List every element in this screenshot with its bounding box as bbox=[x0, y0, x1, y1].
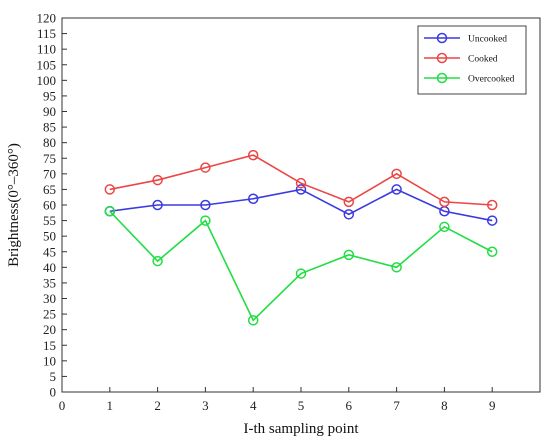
y-tick-label: 75 bbox=[43, 151, 56, 166]
series-line bbox=[109, 210, 493, 322]
series-layer bbox=[104, 149, 498, 326]
data-point bbox=[486, 199, 498, 211]
legend-marker bbox=[436, 52, 448, 64]
data-point bbox=[343, 249, 355, 261]
y-tick-label: 55 bbox=[43, 213, 56, 228]
series-overcooked bbox=[104, 205, 498, 326]
x-tick-label: 8 bbox=[441, 398, 448, 413]
y-tick-label: 100 bbox=[37, 73, 57, 88]
y-tick-label: 15 bbox=[43, 338, 56, 353]
series-line bbox=[109, 154, 493, 206]
legend-item-uncooked: Uncooked bbox=[424, 32, 507, 45]
y-tick-label: 25 bbox=[43, 307, 56, 322]
x-tick-label: 7 bbox=[393, 398, 400, 413]
y-tick-label: 85 bbox=[43, 120, 56, 135]
data-point bbox=[391, 168, 402, 180]
data-point bbox=[200, 199, 211, 211]
data-point bbox=[152, 255, 163, 267]
y-tick-label: 50 bbox=[43, 229, 56, 244]
y-tick-label: 65 bbox=[43, 182, 56, 197]
x-tick-label: 0 bbox=[59, 398, 66, 413]
x-tick-label: 4 bbox=[250, 398, 257, 413]
legend-item-cooked: Cooked bbox=[424, 52, 498, 65]
data-point bbox=[200, 215, 211, 226]
series-cooked bbox=[104, 149, 498, 211]
data-point bbox=[391, 262, 402, 273]
y-tick-label: 40 bbox=[43, 260, 56, 275]
legend-marker bbox=[436, 32, 448, 44]
data-point bbox=[439, 221, 450, 233]
y-tick-label: 0 bbox=[50, 385, 57, 400]
x-tick-label: 1 bbox=[107, 398, 114, 413]
series-line bbox=[109, 188, 493, 222]
data-point bbox=[343, 209, 355, 220]
x-tick-label: 5 bbox=[298, 398, 305, 413]
y-tick-label: 95 bbox=[43, 88, 56, 103]
data-point bbox=[343, 196, 355, 208]
legend-item-overcooked: Overcooked bbox=[424, 72, 515, 85]
data-point bbox=[295, 177, 307, 189]
y-tick-label: 10 bbox=[43, 353, 56, 368]
y-axis-label: Brightness(0°–360°) bbox=[6, 143, 22, 267]
x-axis-label: I-th sampling point bbox=[244, 421, 360, 437]
y-tick-label: 105 bbox=[37, 57, 57, 72]
y-tick-label: 45 bbox=[43, 244, 56, 259]
x-axis-ticks: 0 1 2 3 4 5 6 7 8 9 bbox=[59, 387, 496, 413]
data-point bbox=[152, 174, 163, 186]
y-tick-label: 110 bbox=[37, 42, 56, 57]
y-tick-label: 5 bbox=[50, 369, 57, 384]
legend-label: Cooked bbox=[468, 55, 498, 65]
data-point bbox=[391, 184, 402, 195]
y-tick-label: 60 bbox=[43, 198, 56, 213]
data-point bbox=[104, 205, 116, 217]
data-point bbox=[295, 268, 307, 279]
data-point bbox=[247, 315, 259, 326]
data-point bbox=[486, 215, 498, 226]
data-point bbox=[486, 246, 498, 257]
data-point bbox=[295, 184, 307, 195]
y-tick-label: 80 bbox=[43, 135, 56, 150]
data-point bbox=[247, 193, 259, 205]
x-tick-label: 2 bbox=[154, 398, 161, 413]
y-tick-label: 115 bbox=[37, 26, 56, 41]
y-tick-label: 20 bbox=[43, 322, 56, 337]
y-tick-label: 90 bbox=[43, 104, 56, 119]
y-axis-ticks: 0510152025303540455055606570758085909510… bbox=[37, 11, 67, 400]
legend-label: Overcooked bbox=[468, 75, 515, 85]
legend: Uncooked Cooked Overcooked bbox=[417, 25, 527, 95]
y-tick-label: 70 bbox=[43, 166, 56, 181]
data-point bbox=[439, 196, 450, 208]
legend-marker bbox=[436, 72, 448, 84]
x-tick-label: 9 bbox=[489, 398, 496, 413]
x-tick-label: 6 bbox=[346, 398, 353, 413]
data-point bbox=[104, 184, 116, 195]
x-tick-label: 3 bbox=[202, 398, 209, 413]
data-point bbox=[247, 149, 259, 161]
data-point bbox=[152, 199, 163, 211]
legend-label: Uncooked bbox=[468, 35, 507, 45]
y-tick-label: 120 bbox=[37, 11, 57, 26]
data-point bbox=[200, 162, 211, 173]
y-tick-label: 35 bbox=[43, 275, 56, 290]
y-tick-label: 30 bbox=[43, 291, 56, 306]
